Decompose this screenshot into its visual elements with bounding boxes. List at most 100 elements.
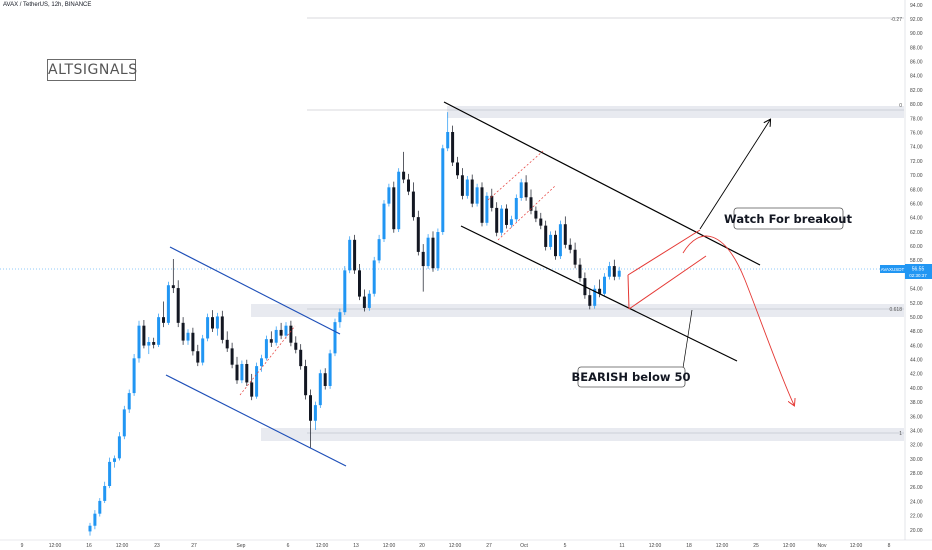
candle-down[interactable] — [612, 266, 616, 277]
candle-up[interactable] — [186, 332, 190, 341]
candle-up[interactable] — [436, 232, 440, 269]
candle-up[interactable] — [372, 260, 376, 294]
candle-down[interactable] — [142, 325, 146, 346]
candle-up[interactable] — [240, 363, 244, 381]
candle-down[interactable] — [176, 288, 180, 323]
candle-down[interactable] — [470, 179, 474, 204]
candle-up[interactable] — [382, 203, 386, 240]
candle-down[interactable] — [456, 162, 459, 176]
candle-down[interactable] — [362, 296, 366, 308]
candle-up[interactable] — [377, 239, 381, 261]
candle-up[interactable] — [397, 171, 401, 230]
candle-up[interactable] — [93, 513, 97, 526]
candle-down[interactable] — [358, 270, 361, 297]
candle-up[interactable] — [387, 187, 391, 204]
price-axis[interactable]: 94.00 92.00 90.00 88.00 86.00 84.00 82.00 80.00… — [910, 3, 923, 534]
candle-down[interactable] — [578, 264, 582, 279]
candle-down[interactable] — [490, 195, 494, 208]
candle-up[interactable] — [137, 325, 141, 359]
time-axis[interactable]: 9 12:00 16 12:00 23 27 Sep 6 12:00 13 12:00 20 12:00… — [21, 543, 891, 549]
candle-up[interactable] — [88, 525, 92, 532]
candle-up[interactable] — [201, 338, 205, 363]
candle-up[interactable] — [147, 341, 151, 346]
candle-down[interactable] — [289, 325, 293, 343]
candle-up[interactable] — [108, 461, 112, 487]
candle-down[interactable] — [407, 179, 410, 192]
candle-up[interactable] — [485, 195, 489, 223]
candle-up[interactable] — [117, 436, 121, 459]
candle-up[interactable] — [318, 373, 322, 406]
candle-down[interactable] — [588, 295, 592, 306]
candle-down[interactable] — [451, 131, 455, 163]
candle-down[interactable] — [534, 210, 538, 219]
candle-up[interactable] — [617, 270, 621, 277]
candle-up[interactable] — [206, 317, 210, 339]
candle-up[interactable] — [255, 366, 259, 397]
candle-up[interactable] — [260, 358, 263, 367]
candle-down[interactable] — [269, 339, 273, 343]
candle-down[interactable] — [402, 171, 406, 180]
candle-down[interactable] — [421, 251, 425, 267]
candle-down[interactable] — [245, 363, 249, 383]
candle-up[interactable] — [426, 237, 430, 267]
candle-up[interactable] — [558, 224, 562, 257]
candle-down[interactable] — [171, 285, 175, 289]
candle-down[interactable] — [411, 191, 415, 218]
candle-up[interactable] — [157, 317, 161, 345]
candle-up[interactable] — [519, 182, 523, 198]
candle-down[interactable] — [524, 182, 528, 198]
candle-up[interactable] — [328, 353, 332, 386]
candle-down[interactable] — [230, 348, 234, 365]
candle-down[interactable] — [529, 197, 533, 211]
candle-down[interactable] — [392, 187, 396, 230]
candle-up[interactable] — [98, 500, 102, 514]
candle-up[interactable] — [103, 486, 107, 501]
candle-up[interactable] — [284, 325, 288, 336]
candle-up[interactable] — [274, 329, 278, 343]
candle-up[interactable] — [127, 393, 131, 410]
candle-up[interactable] — [264, 339, 268, 359]
candle-up[interactable] — [514, 197, 518, 220]
candle-up[interactable] — [113, 458, 116, 462]
candle-down[interactable] — [568, 244, 572, 250]
candle-up[interactable] — [446, 131, 450, 149]
candle-down[interactable] — [181, 322, 185, 341]
candle-down[interactable] — [304, 366, 308, 396]
candle-down[interactable] — [299, 349, 303, 367]
candle-up[interactable] — [338, 312, 342, 323]
candle-up[interactable] — [441, 148, 445, 233]
candle-up[interactable] — [475, 187, 479, 204]
candle-down[interactable] — [544, 225, 548, 247]
candle-up[interactable] — [122, 409, 126, 437]
candle-down[interactable] — [539, 218, 543, 226]
candle-down[interactable] — [294, 342, 298, 350]
candle-up[interactable] — [348, 239, 352, 271]
candle-down[interactable] — [431, 237, 435, 269]
candle-down[interactable] — [480, 187, 484, 223]
candle-up[interactable] — [500, 208, 504, 233]
candle-down[interactable] — [162, 317, 165, 323]
candle-down[interactable] — [460, 175, 464, 196]
candle-down[interactable] — [220, 316, 224, 340]
candle-up[interactable] — [465, 179, 469, 196]
candle-up[interactable] — [313, 405, 317, 421]
candle-down[interactable] — [225, 339, 229, 349]
candle-up[interactable] — [367, 293, 371, 308]
candle-up[interactable] — [509, 219, 513, 225]
candle-up[interactable] — [215, 316, 219, 329]
candle-up[interactable] — [593, 288, 597, 306]
candle-down[interactable] — [309, 395, 312, 421]
candle-down[interactable] — [196, 351, 200, 363]
candle-down[interactable] — [416, 217, 420, 252]
candle-down[interactable] — [573, 249, 577, 265]
candle-down[interactable] — [235, 364, 239, 381]
candle-down[interactable] — [191, 332, 195, 352]
candle-down[interactable] — [554, 234, 557, 257]
candle-down[interactable] — [250, 382, 254, 397]
candle-down[interactable] — [323, 373, 327, 386]
candle-down[interactable] — [495, 207, 499, 233]
candle-up[interactable] — [549, 234, 553, 247]
candle-down[interactable] — [505, 208, 508, 225]
candle-up[interactable] — [132, 358, 136, 394]
